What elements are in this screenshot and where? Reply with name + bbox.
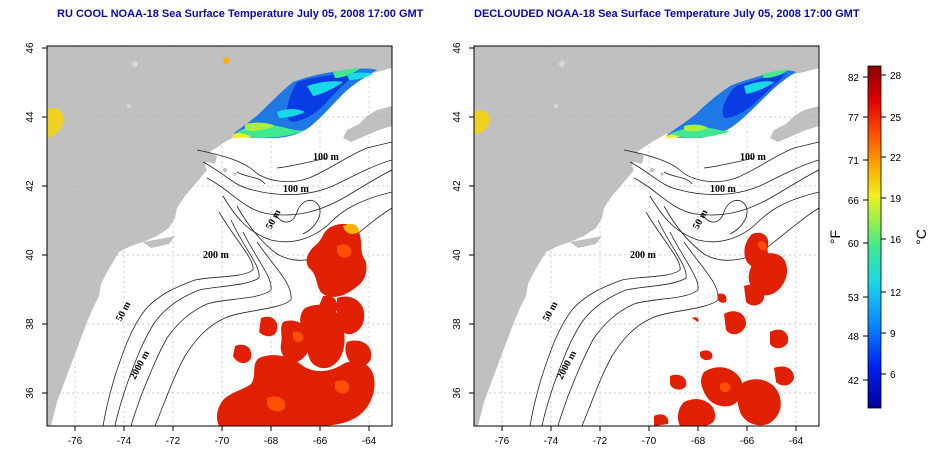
colorbar-gradient (867, 65, 882, 409)
fahrenheit-unit-label: °F (827, 230, 843, 244)
right-lat-label: 44 (452, 111, 463, 123)
fahrenheit-tick: 82 (848, 73, 860, 84)
contour-label-200m: 200 m (630, 250, 657, 261)
left-lat-label: 42 (25, 180, 36, 192)
celsius-tick: 25 (890, 113, 902, 124)
right-lat-label: 36 (452, 387, 463, 399)
fahrenheit-tick: 60 (848, 239, 860, 250)
right-map-title: DECLOUDED NOAA-18 Sea Surface Temperatur… (474, 8, 860, 20)
left-lat-label: 46 (25, 42, 36, 54)
left-map-title: RU COOL NOAA-18 Sea Surface Temperature … (57, 8, 424, 20)
left-lon-label: -76 (68, 436, 83, 447)
right-lon-label: -70 (642, 436, 657, 447)
right-lon-label: -66 (740, 436, 755, 447)
right-lat-label: 42 (452, 180, 463, 192)
fahrenheit-tick: 71 (848, 156, 860, 167)
right-map-frame (473, 45, 820, 427)
left-lat-label: 40 (25, 249, 36, 261)
left-lon-label: -68 (264, 436, 279, 447)
contour-label-200m: 200 m (203, 250, 230, 261)
contour-label-100m-b: 100 m (710, 184, 737, 195)
celsius-tick: 28 (890, 71, 902, 82)
celsius-tick: 22 (890, 153, 902, 164)
fahrenheit-tick: 53 (848, 293, 860, 304)
fahrenheit-tick: 77 (848, 113, 860, 124)
left-map: 100 m 100 m 50 m 200 m 50 m 2000 m -76 -… (25, 42, 393, 447)
right-map: 100 m 100 m 50 m 200 m 50 m 2000 m -76 -… (452, 42, 820, 447)
left-lon-label: -70 (215, 436, 230, 447)
right-warm-sst-patches (654, 232, 794, 426)
celsius-tick: 12 (890, 288, 902, 299)
left-warm-sst-patches (216, 223, 375, 426)
celsius-unit-label: °C (913, 229, 929, 245)
left-lon-label: -74 (117, 436, 132, 447)
right-lon-label: -76 (495, 436, 510, 447)
right-lon-label: -68 (691, 436, 706, 447)
left-warm-edge-blob (47, 108, 64, 138)
left-lon-label: -64 (362, 436, 377, 447)
left-lat-label: 38 (25, 318, 36, 330)
right-cool-sst-patch (666, 70, 796, 138)
left-lat-label: 36 (25, 387, 36, 399)
right-lon-label: -64 (789, 436, 804, 447)
fahrenheit-tick: 48 (848, 332, 860, 343)
celsius-tick: 16 (890, 235, 902, 246)
contour-label-100m-b: 100 m (283, 184, 310, 195)
left-map-frame (46, 45, 393, 427)
celsius-tick: 6 (890, 370, 896, 381)
celsius-tick: 19 (890, 194, 902, 205)
contour-label-100m-a: 100 m (740, 152, 767, 163)
right-lat-label: 38 (452, 318, 463, 330)
right-warm-edge-blob (474, 110, 490, 134)
left-lon-label: -66 (313, 436, 328, 447)
right-lat-label: 40 (452, 249, 463, 261)
left-cool-sst-patch (233, 68, 377, 138)
celsius-tick: 9 (890, 329, 896, 340)
colorbar: 82 77 71 66 60 53 48 42 28 25 22 19 16 1… (827, 65, 929, 409)
contour-label-100m-a: 100 m (313, 152, 340, 163)
fahrenheit-tick: 42 (848, 376, 860, 387)
right-lon-label: -72 (593, 436, 608, 447)
right-lat-label: 46 (452, 42, 463, 54)
right-lon-label: -74 (544, 436, 559, 447)
left-lat-label: 44 (25, 111, 36, 123)
fahrenheit-tick: 66 (848, 196, 860, 207)
left-lon-label: -72 (166, 436, 181, 447)
